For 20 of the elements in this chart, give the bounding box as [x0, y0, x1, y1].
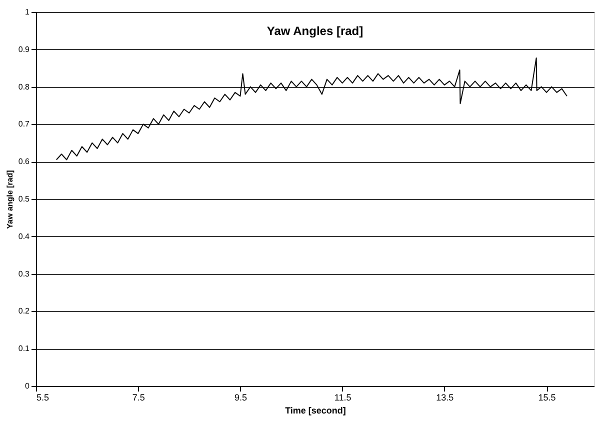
- x-tick-label: 5.5: [36, 392, 50, 402]
- y-tick-label: 0.2: [18, 306, 30, 316]
- text: Yaw Angles [rad]: [266, 24, 364, 38]
- y-tick-label: 1: [25, 8, 30, 16]
- y-tick-label: 0: [25, 382, 30, 390]
- x-tick-label: 7.5: [132, 392, 145, 402]
- y-tick-label: 0.6: [18, 157, 30, 166]
- y-tick-label: 0.3: [18, 269, 30, 278]
- y-axis-title: Yaw angle [rad]: [5, 170, 14, 229]
- y-tick-label: 0.5: [18, 194, 30, 204]
- x-axis-title: Time [second]: [285, 406, 346, 416]
- x-tick-label: 15.5: [538, 392, 556, 402]
- x-tick-label: 9.5: [234, 392, 247, 402]
- x-tick-label: 13.5: [436, 392, 454, 402]
- y-tick-label: 0.1: [18, 344, 30, 354]
- y-tick-label: 0.9: [18, 44, 30, 54]
- y-tick-label: 0.8: [18, 82, 30, 92]
- y-tick-label: 0.7: [18, 120, 30, 129]
- x-tick-label: 11.5: [334, 392, 352, 402]
- y-tick-label: 0.4: [18, 232, 30, 241]
